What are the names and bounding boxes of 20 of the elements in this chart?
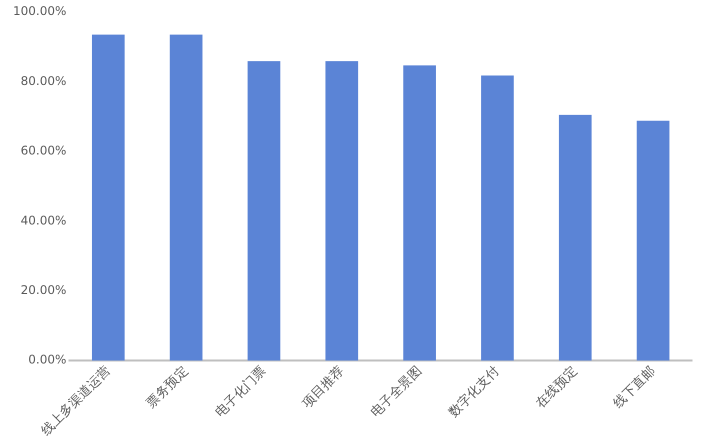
- bar: [481, 75, 514, 361]
- x-tick-label: 电子化门票: [212, 363, 270, 420]
- bar: [325, 61, 358, 361]
- y-tick-label: 100.00%: [13, 4, 66, 18]
- bar: [92, 34, 125, 361]
- y-tick-label: 60.00%: [20, 144, 66, 158]
- x-tick-label: 在线预定: [533, 364, 580, 412]
- x-tick-label: 项目推荐: [300, 364, 347, 412]
- x-tick-label: 电子全景图: [368, 364, 425, 420]
- x-tick-label: 线下直邮: [610, 364, 658, 412]
- y-tick-label: 80.00%: [20, 74, 66, 88]
- bar: [636, 120, 670, 361]
- bar: [403, 65, 436, 361]
- bar: [170, 34, 202, 361]
- y-tick-label: 20.00%: [20, 283, 66, 298]
- bar: [558, 114, 592, 361]
- y-tick-label: 40.00%: [20, 213, 66, 228]
- bar: [248, 61, 280, 361]
- x-tick-label: 数字化支付: [445, 363, 503, 420]
- x-tick-label: 票务预定: [144, 364, 192, 412]
